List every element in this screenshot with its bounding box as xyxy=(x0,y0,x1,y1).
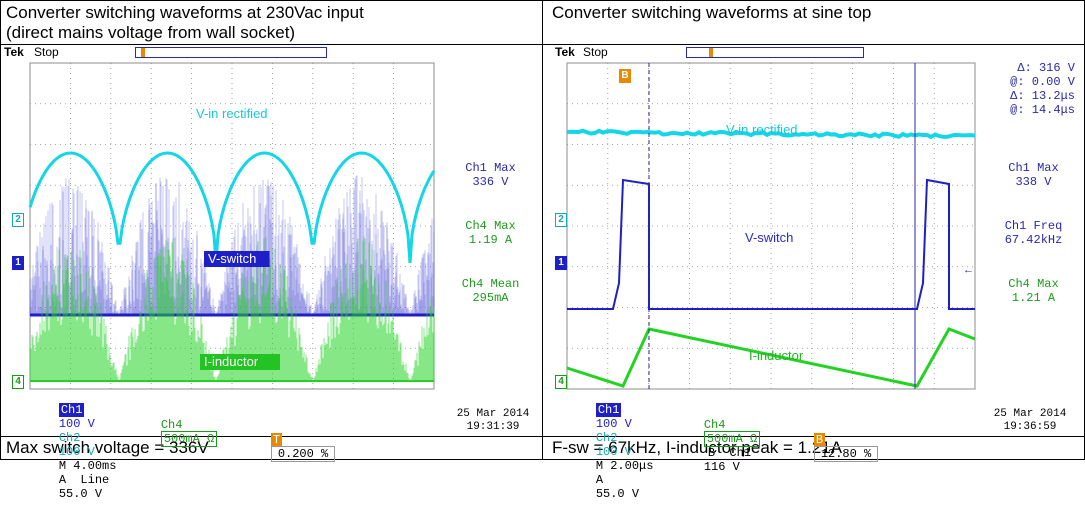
ch1-scale: 100 V xyxy=(596,417,632,431)
timestamp: 25 Mar 2014 19:31:39 xyxy=(450,408,536,434)
label-v-switch: V-switch xyxy=(208,251,256,266)
trigger-b-marker: B xyxy=(619,69,631,83)
timestamp: 25 Mar 2014 19:36:59 xyxy=(987,408,1073,434)
label-v-in: V-in rectified xyxy=(196,106,268,121)
ch2-scale: 100 V xyxy=(59,445,95,459)
timebase: M 4.00ms xyxy=(59,459,117,473)
trigger-level: 55.0 V xyxy=(596,487,639,501)
meas-ch4-max: Ch4 Max 1.19 A xyxy=(448,219,533,247)
ch4-marker: 4 xyxy=(12,375,24,389)
right-scope: Tek Stop V-in rectified V-switch I-inducto… xyxy=(543,45,1083,435)
ch2-badge: Ch2 xyxy=(59,431,81,445)
trigger-pos-icon: B xyxy=(814,433,825,447)
left-caption-line2: (direct mains voltage from wall socket) xyxy=(6,23,364,43)
label-v-switch: V-switch xyxy=(745,230,793,245)
cursor-readout: Δ: 316 V @: 0.00 V Δ: 13.2μs @: 14.4μs xyxy=(975,61,1075,117)
ch4-scale: 500mA Ω xyxy=(161,431,217,447)
left-caption-line1: Converter switching waveforms at 230Vac … xyxy=(6,3,364,23)
ch1-marker: 1 xyxy=(12,256,24,270)
scope-status-bar-2: Ch4 500mA Ω xyxy=(132,404,217,460)
trigger-pos-icon: T xyxy=(271,433,282,447)
right-caption: Converter switching waveforms at sine to… xyxy=(552,3,871,23)
trigger-source: A xyxy=(596,473,603,487)
meas-ch4-max: Ch4 Max 1.21 A xyxy=(991,277,1076,305)
ch1-badge: Ch1 xyxy=(596,403,622,417)
ch2-scale: 100 V xyxy=(596,445,632,459)
scope-status-bar: Ch1 100 V Ch2 100 V M 2.00μs A 55.0 V xyxy=(567,389,653,515)
trigger-pos-row: B 12.80 % xyxy=(785,419,878,475)
ch4-badge: Ch4 xyxy=(704,418,726,432)
ch1-badge: Ch1 xyxy=(59,403,85,417)
left-scope: Tek Stop V-in rectified V-switch I-inducto… xyxy=(0,45,540,435)
label-i-inductor: I-inductor xyxy=(204,354,259,369)
timebase: M 2.00μs xyxy=(596,459,654,473)
trigger-arrow-icon: ← xyxy=(963,264,974,276)
label-i-inductor: I-inductor xyxy=(749,348,804,363)
left-caption: Converter switching waveforms at 230Vac … xyxy=(6,3,364,43)
ch2-badge: Ch2 xyxy=(596,431,618,445)
trigger-source: A Line xyxy=(59,473,109,487)
trigger-b-source: B Ch1 xyxy=(708,446,751,460)
meas-ch1-max: Ch1 Max 336 V xyxy=(448,161,533,189)
ch1-marker: 1 xyxy=(555,256,567,270)
meas-ch1-max: Ch1 Max 338 V xyxy=(991,161,1076,189)
ch1-scale: 100 V xyxy=(59,417,95,431)
graticule-border xyxy=(567,63,975,389)
trigger-b-level: 116 V xyxy=(704,460,740,474)
trigger-level: 55.0 V xyxy=(59,487,102,501)
scope-status-bar-2: Ch4 500mA Ω B Ch1 116 V xyxy=(675,404,760,488)
ch4-marker: 4 xyxy=(555,375,567,389)
ch4-scale: 500mA Ω xyxy=(704,431,760,447)
label-v-in: V-in rectified xyxy=(726,122,798,137)
meas-ch1-freq: Ch1 Freq 67.42kHz xyxy=(991,219,1076,247)
ch2-marker: 2 xyxy=(12,213,24,227)
meas-ch4-mean: Ch4 Mean 295mA xyxy=(448,277,533,305)
ch4-badge: Ch4 xyxy=(161,418,183,432)
trigger-pos-row: T 0.200 % xyxy=(242,419,335,475)
ch2-marker: 2 xyxy=(555,213,567,227)
scope-status-bar: Ch1 100 V Ch2 100 V M 4.00ms A Line 55.0… xyxy=(30,389,116,515)
